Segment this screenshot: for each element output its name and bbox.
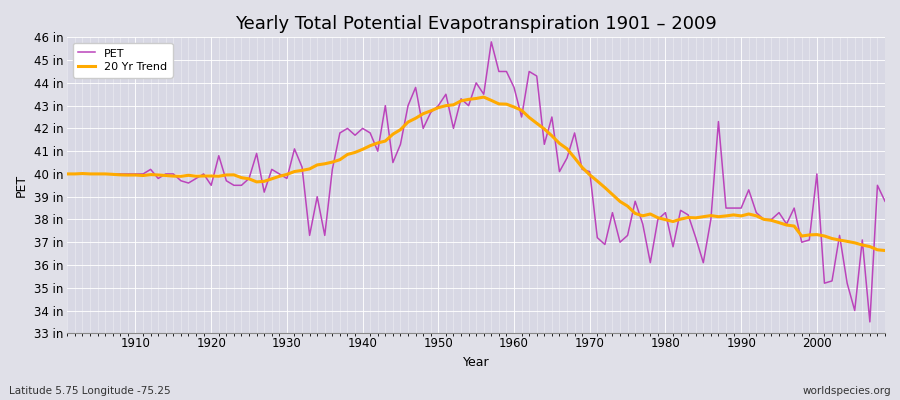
Text: worldspecies.org: worldspecies.org — [803, 386, 891, 396]
20 Yr Trend — [289, 169, 300, 174]
X-axis label: Year: Year — [463, 356, 490, 369]
Title: Yearly Total Potential Evapotranspiration 1901 – 2009: Yearly Total Potential Evapotranspiratio… — [235, 15, 717, 33]
20 Yr Trend — [335, 157, 346, 162]
Line: 20 Yr Trend: 20 Yr Trend — [68, 97, 885, 250]
20 Yr Trend — [879, 248, 890, 253]
20 Yr Trend — [607, 192, 617, 197]
Y-axis label: PET: PET — [15, 174, 28, 197]
PET — [879, 199, 890, 204]
Legend: PET, 20 Yr Trend: PET, 20 Yr Trend — [73, 43, 173, 78]
20 Yr Trend — [478, 95, 489, 100]
PET — [486, 40, 497, 44]
PET — [607, 210, 617, 215]
PET — [335, 130, 346, 135]
PET — [62, 172, 73, 176]
20 Yr Trend — [62, 172, 73, 176]
20 Yr Trend — [517, 108, 527, 113]
PET — [508, 85, 519, 90]
PET — [122, 172, 133, 176]
Line: PET: PET — [68, 42, 885, 322]
20 Yr Trend — [508, 104, 519, 109]
20 Yr Trend — [122, 173, 133, 178]
PET — [289, 146, 300, 151]
PET — [517, 115, 527, 120]
Text: Latitude 5.75 Longitude -75.25: Latitude 5.75 Longitude -75.25 — [9, 386, 171, 396]
PET — [865, 320, 876, 324]
